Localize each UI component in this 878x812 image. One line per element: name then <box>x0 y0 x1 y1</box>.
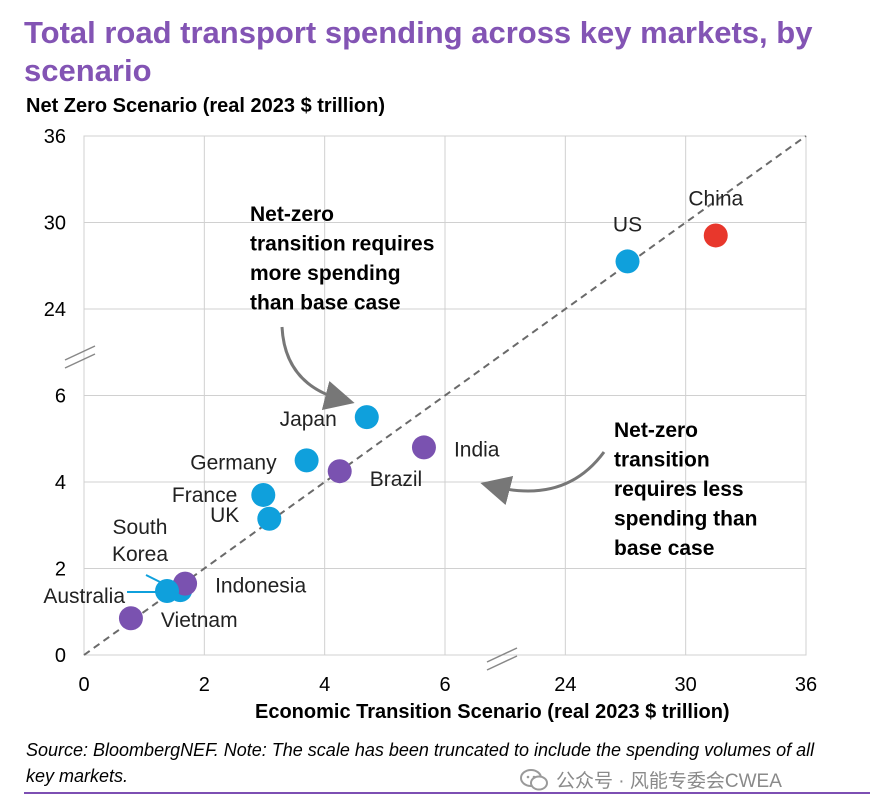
point-label-germany: Germany <box>190 451 277 474</box>
point-label-indonesia: Indonesia <box>215 575 306 598</box>
point-label-south-korea: South Korea <box>112 516 168 566</box>
point-indonesia <box>173 571 198 596</box>
annotation-more-spending: Net-zero transition requires more spending… <box>250 203 434 315</box>
point-label-uk: UK <box>210 504 239 527</box>
x-tick-label: 24 <box>554 674 576 696</box>
watermark: 公众号 · 风能专委会CWEA <box>520 766 782 793</box>
y-tick-label: 24 <box>44 299 66 321</box>
y-tick-label: 36 <box>44 126 66 148</box>
point-india <box>411 435 436 460</box>
x-tick-label: 30 <box>675 674 697 696</box>
point-brazil <box>327 459 352 484</box>
point-label-australia: Australia <box>43 585 125 608</box>
y-axis-break <box>64 345 96 361</box>
point-japan <box>354 405 379 430</box>
point-vietnam <box>118 606 143 631</box>
x-tick-label: 4 <box>319 674 330 696</box>
point-us <box>615 249 640 274</box>
x-tick-label: 36 <box>795 674 817 696</box>
x-axis-label: Economic Transition Scenario (real 2023 … <box>255 701 730 723</box>
watermark-text: 公众号 · 风能专委会CWEA <box>556 771 782 792</box>
scatter-chart: 0 2 4 6 24 30 360246243036ChinaUSJapanIndiaGer… <box>43 126 817 696</box>
y-tick-label: 6 <box>55 386 66 408</box>
point-label-japan: Japan <box>280 408 337 431</box>
point-label-india: India <box>454 438 500 461</box>
point-australia <box>155 578 180 603</box>
y-tick-label: 0 <box>55 645 66 667</box>
point-uk <box>257 506 282 531</box>
y-tick-label: 30 <box>44 213 66 235</box>
point-label-vietnam: Vietnam <box>161 609 238 632</box>
x-tick-label: 2 <box>199 674 210 696</box>
arrow-to-more-spending <box>280 326 355 411</box>
point-label-china: China <box>688 187 743 210</box>
point-france <box>251 482 276 507</box>
x-axis-break <box>486 655 518 671</box>
chart-title: Total road transport spending across key… <box>24 15 813 88</box>
point-china <box>703 223 728 248</box>
x-tick-label: 0 <box>78 674 89 696</box>
point-germany <box>294 448 319 473</box>
y-tick-label: 4 <box>55 472 66 494</box>
y-axis-break <box>64 353 96 369</box>
source-note: Source: BloombergNEF. Note: The scale ha… <box>26 740 815 786</box>
bottom-rule <box>24 792 870 794</box>
point-label-us: US <box>613 213 642 236</box>
y-tick-label: 2 <box>55 559 66 581</box>
wechat-icon <box>520 768 548 790</box>
point-label-france: France <box>172 484 237 507</box>
x-tick-label: 6 <box>439 674 450 696</box>
annotation-less-spending: Net-zero transition requires less spending … <box>614 419 758 560</box>
arrow-to-less-spending <box>480 451 606 506</box>
point-label-brazil: Brazil <box>370 468 423 491</box>
x-axis-break <box>486 647 518 663</box>
reference-line <box>83 135 807 656</box>
y-axis-label: Net Zero Scenario (real 2023 $ trillion) <box>26 95 386 117</box>
